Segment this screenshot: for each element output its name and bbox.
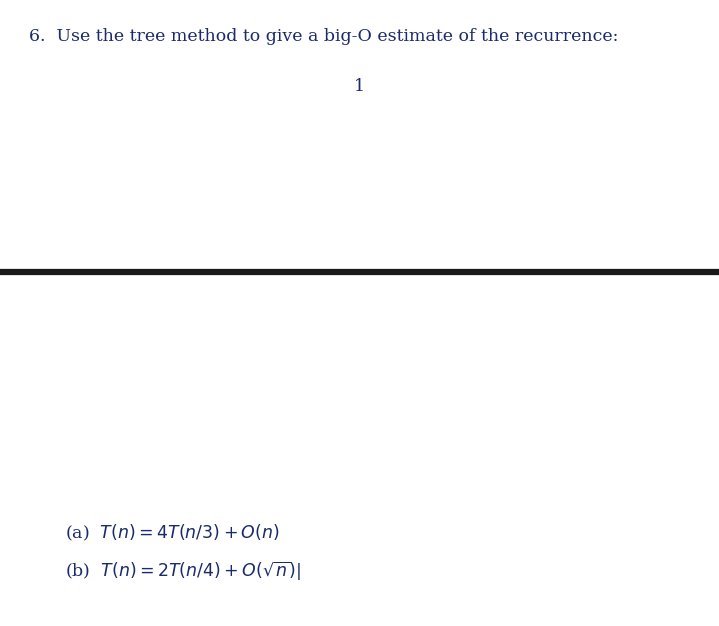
Text: (b)  $T(n) = 2T(n/4) + O(\sqrt{n})$|: (b) $T(n) = 2T(n/4) + O(\sqrt{n})$| <box>65 560 301 583</box>
Text: 1: 1 <box>354 78 365 95</box>
Text: 6.  Use the tree method to give a big-O estimate of the recurrence:: 6. Use the tree method to give a big-O e… <box>29 28 618 45</box>
Text: (a)  $T(n) = 4T(n/3) + O(n)$: (a) $T(n) = 4T(n/3) + O(n)$ <box>65 523 280 543</box>
